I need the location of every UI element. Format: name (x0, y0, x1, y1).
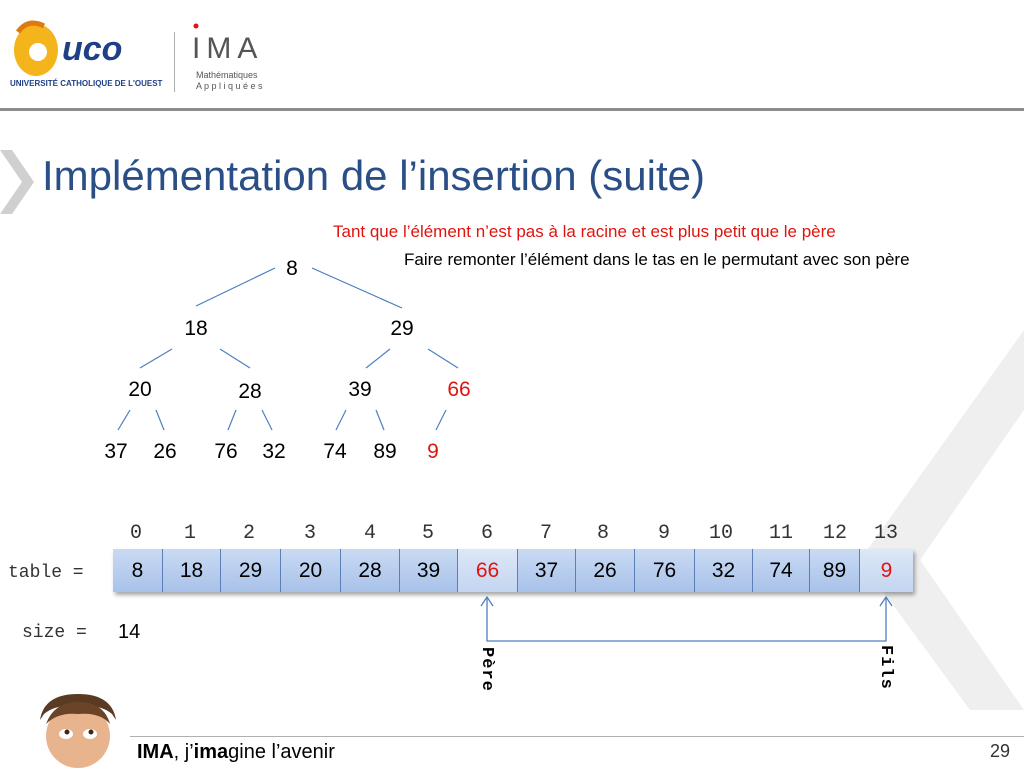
tree-node: 28 (238, 380, 262, 403)
array-cell-parent: 66 (458, 549, 518, 592)
svg-text:Mathématiques: Mathématiques (196, 70, 258, 80)
footer-brand-ima: ima (193, 741, 229, 763)
array-index: 6 (480, 522, 494, 545)
array-cell: 26 (576, 549, 635, 592)
array-index: 12 (822, 522, 848, 545)
array-cell: 39 (400, 549, 458, 592)
array-cell: 20 (281, 549, 341, 592)
footer-brand: IMA (137, 741, 174, 763)
edge-39-74 (335, 409, 347, 431)
array-cell: 18 (163, 549, 221, 592)
array-index: 9 (657, 522, 671, 545)
size-label: size = (22, 623, 87, 643)
tree-node-highlight: 66 (447, 378, 471, 401)
edge-28-32 (261, 409, 273, 431)
tree-node: 8 (286, 257, 298, 280)
tree-node: 37 (104, 440, 128, 463)
array-index: 2 (242, 522, 256, 545)
tree-node: 18 (184, 317, 208, 340)
array-index: 1 (183, 522, 197, 545)
edge-28-76 (227, 409, 237, 431)
array-cell: 28 (341, 549, 400, 592)
header-rule (0, 108, 1024, 111)
footer-brand-rest: , j’ (173, 741, 194, 763)
edge-20-26 (155, 409, 165, 431)
array-index: 13 (873, 522, 899, 545)
svg-text:UNIVERSITÉ CATHOLIQUE DE L'OUE: UNIVERSITÉ CATHOLIQUE DE L'OUEST (10, 79, 163, 88)
edge-29-66 (427, 348, 459, 369)
logo-separator (174, 32, 175, 92)
tree-node: 39 (348, 378, 372, 401)
ima-logo: IMA Mathématiques A p p l i q u é e s (190, 22, 300, 94)
tree-node: 76 (214, 440, 238, 463)
edge-66-9 (435, 409, 447, 431)
array-cell-child: 9 (860, 549, 913, 592)
array-cell: 37 (518, 549, 576, 592)
array-index: 0 (129, 522, 143, 545)
action-text: Faire remonter l’élément dans le tas en … (404, 250, 910, 269)
child-label: Fils (876, 645, 895, 690)
footer-tagline: IMA, j’imagine l’avenir (137, 741, 335, 764)
slide-title: Implémentation de l’insertion (suite) (42, 152, 705, 199)
edge-18-28 (219, 348, 251, 369)
page-number: 29 (990, 741, 1011, 761)
array-cell: 8 (113, 549, 163, 592)
edge-29-39 (365, 348, 391, 369)
edge-39-89 (375, 409, 385, 431)
tree-node: 29 (390, 317, 414, 340)
size-value: 14 (118, 621, 141, 643)
title-chevron-icon (0, 150, 34, 219)
array-index: 5 (421, 522, 435, 545)
array-index: 7 (539, 522, 553, 545)
tree-node: 20 (128, 378, 152, 401)
uco-logo: uco UNIVERSITÉ CATHOLIQUE DE L'OUEST (8, 14, 168, 94)
array-label: table = (8, 563, 84, 583)
array-index: 8 (596, 522, 610, 545)
edge-8-18 (195, 267, 276, 307)
array-cell: 29 (221, 549, 281, 592)
array-index: 10 (708, 522, 734, 545)
edge-20-37 (117, 409, 131, 431)
footer-rule (130, 736, 1024, 737)
student-face-image (30, 690, 126, 773)
array-index: 11 (768, 522, 794, 545)
edge-8-29 (311, 267, 403, 309)
array-cell: 74 (753, 549, 810, 592)
tree-node: 74 (323, 440, 347, 463)
svg-text:IMA: IMA (192, 32, 263, 65)
tree-node: 89 (373, 440, 397, 463)
array-cell: 89 (810, 549, 860, 592)
tree-node: 26 (153, 440, 177, 463)
svg-text:A p p l i q u é e s: A p p l i q u é e s (196, 81, 263, 91)
footer-brand-tail: gine l’avenir (228, 741, 335, 763)
edge-18-20 (139, 348, 173, 369)
array-index: 3 (303, 522, 317, 545)
parent-label: Père (477, 647, 496, 692)
array-cell: 32 (695, 549, 753, 592)
array-index: 4 (363, 522, 377, 545)
array-cell: 76 (635, 549, 695, 592)
background-chevron (860, 330, 1024, 715)
tree-node-highlight: 9 (427, 440, 439, 463)
svg-text:uco: uco (62, 30, 122, 68)
tree-node: 32 (262, 440, 286, 463)
condition-text: Tant que l’élément n’est pas à la racine… (333, 222, 836, 241)
